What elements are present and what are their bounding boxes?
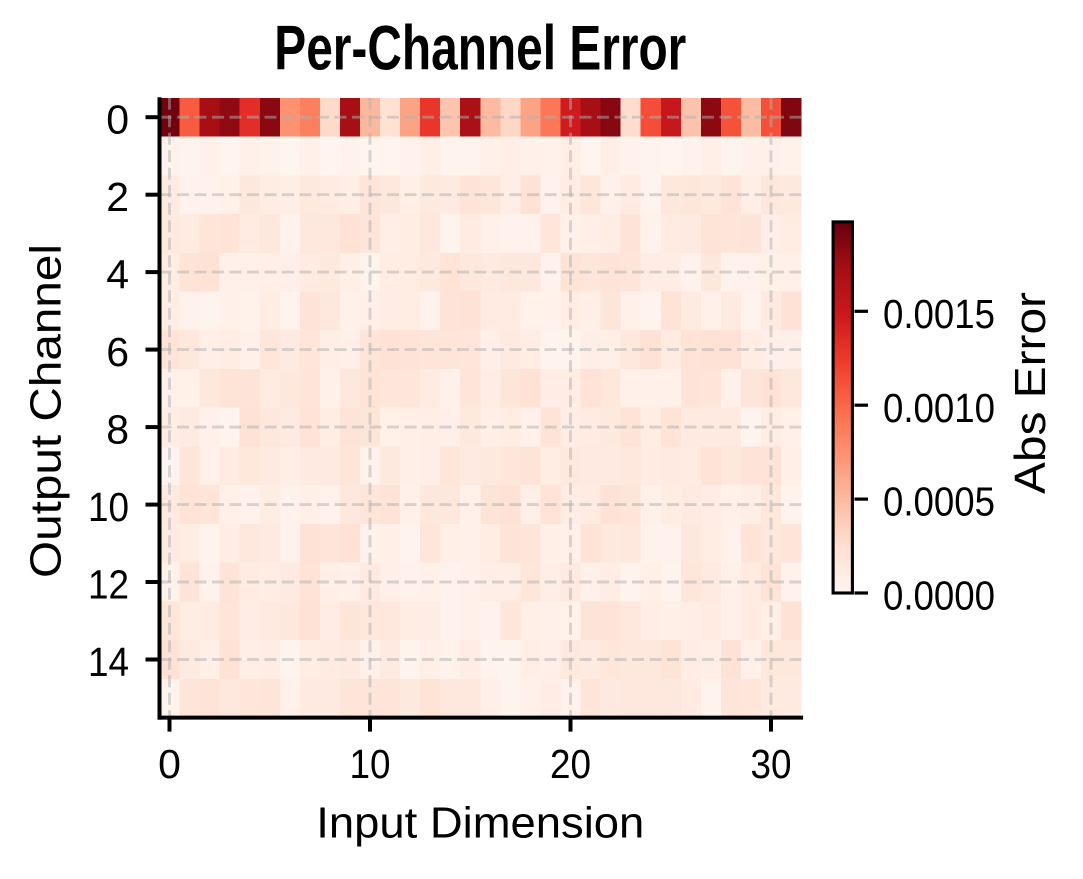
svg-text:Per-Channel Error: Per-Channel Error bbox=[274, 13, 686, 83]
svg-text:10: 10 bbox=[88, 484, 129, 530]
svg-text:14: 14 bbox=[88, 639, 129, 685]
svg-text:12: 12 bbox=[88, 562, 129, 608]
svg-text:0.0000: 0.0000 bbox=[883, 573, 995, 619]
svg-text:8: 8 bbox=[106, 407, 129, 453]
svg-text:0: 0 bbox=[158, 741, 181, 787]
svg-text:Output Channel: Output Channel bbox=[22, 244, 71, 578]
svg-text:10: 10 bbox=[350, 741, 391, 787]
svg-text:Abs Error: Abs Error bbox=[1006, 292, 1055, 494]
svg-text:2: 2 bbox=[106, 174, 129, 220]
svg-text:30: 30 bbox=[751, 741, 792, 787]
svg-text:Input Dimension: Input Dimension bbox=[316, 799, 644, 848]
svg-text:4: 4 bbox=[106, 252, 129, 298]
svg-text:0: 0 bbox=[106, 97, 129, 143]
svg-text:6: 6 bbox=[106, 329, 129, 375]
svg-text:0.0010: 0.0010 bbox=[883, 385, 995, 431]
svg-text:0.0015: 0.0015 bbox=[883, 291, 995, 337]
svg-text:0.0005: 0.0005 bbox=[883, 479, 995, 525]
svg-text:20: 20 bbox=[550, 741, 591, 787]
